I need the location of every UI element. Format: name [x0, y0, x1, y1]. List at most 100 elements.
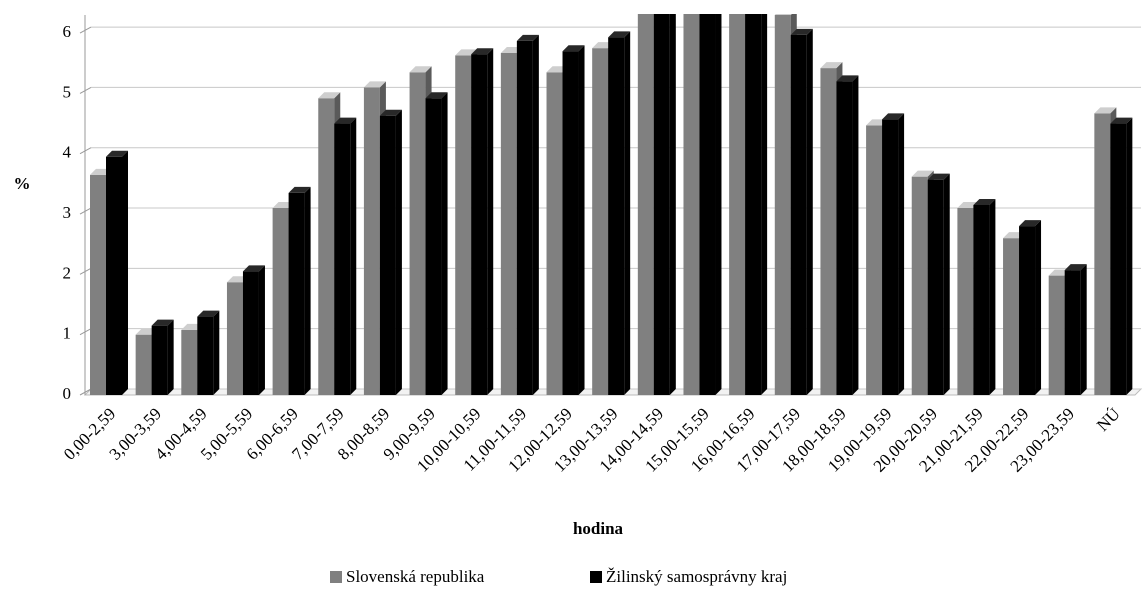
bar	[820, 68, 837, 395]
bar-top	[471, 48, 494, 55]
bar	[546, 72, 563, 396]
bar	[151, 325, 168, 395]
bar-side	[624, 31, 631, 395]
bar-top	[288, 186, 311, 193]
bar	[288, 192, 305, 395]
bar	[957, 208, 974, 395]
bar	[226, 282, 243, 395]
bar	[729, 14, 746, 395]
bar	[637, 14, 654, 396]
bar-side	[898, 113, 905, 395]
bar-top	[1064, 264, 1087, 271]
bar-top	[927, 173, 950, 180]
bar	[272, 208, 289, 395]
bar-top	[836, 75, 859, 82]
bar	[1019, 226, 1036, 395]
bar	[1048, 275, 1065, 395]
x-tick-label: NÚ	[1093, 404, 1124, 435]
tick-mark	[79, 267, 92, 275]
bar-side	[532, 34, 539, 395]
bar	[683, 14, 700, 396]
tick-mark	[79, 388, 92, 396]
y-tick-label: 3	[63, 203, 72, 222]
bar-top	[1019, 220, 1042, 227]
bar-top	[425, 92, 448, 99]
bar	[774, 15, 791, 395]
bar-top	[151, 319, 174, 326]
bar	[882, 119, 899, 395]
bar	[455, 55, 472, 396]
bar-side	[122, 150, 128, 395]
bar	[836, 81, 853, 395]
bar-side	[167, 319, 174, 395]
tick-mark	[79, 86, 92, 94]
bar-side	[258, 265, 265, 395]
bar-top	[911, 170, 934, 177]
bar-side	[806, 28, 813, 396]
bar-top	[973, 199, 996, 205]
bar-side	[852, 75, 859, 395]
bar	[500, 53, 517, 395]
y-tick-label: 4	[63, 143, 72, 162]
bar-side	[350, 117, 357, 396]
bar-top	[1110, 117, 1133, 124]
bar-top	[790, 28, 813, 35]
bar	[90, 174, 106, 395]
bar-side	[761, 14, 768, 395]
tick-mark	[79, 207, 92, 215]
bar-top	[608, 31, 631, 38]
bar	[927, 179, 944, 395]
bar-top	[1094, 107, 1117, 114]
bar	[1094, 113, 1111, 396]
bar-top	[516, 34, 539, 41]
plot-area	[90, 14, 1133, 396]
bar-top	[363, 81, 386, 88]
tick-mark	[79, 26, 92, 34]
x-axis-title: hodina	[573, 519, 624, 538]
bar	[653, 14, 670, 395]
bar	[608, 37, 625, 396]
bar	[334, 123, 351, 396]
bar-top	[318, 92, 341, 99]
bar	[1064, 270, 1081, 395]
bar-top	[409, 66, 432, 73]
bar-top	[106, 150, 128, 157]
bar-side	[213, 310, 220, 395]
y-tick-label: 5	[63, 82, 72, 101]
bar-top	[334, 117, 357, 124]
bar	[562, 51, 579, 395]
bar-top	[379, 109, 402, 116]
bar	[973, 205, 990, 395]
bar	[745, 14, 762, 396]
bar-side	[943, 173, 950, 395]
bar-top	[774, 14, 792, 15]
bar	[379, 115, 396, 395]
tick-mark	[79, 328, 92, 336]
bar-top	[882, 113, 905, 120]
bar-top	[562, 45, 585, 52]
bar-side	[487, 48, 494, 395]
bar	[425, 98, 442, 395]
legend-label: Žilinský samosprávny kraj	[606, 567, 787, 586]
bar-side	[578, 45, 585, 395]
bar	[790, 34, 807, 396]
bar	[471, 54, 488, 395]
bar	[318, 98, 335, 395]
legend-swatch	[330, 571, 342, 583]
bar	[516, 40, 533, 395]
bar-side	[1126, 117, 1133, 396]
y-tick-label: 0	[63, 384, 72, 403]
y-tick-label: 2	[63, 263, 72, 282]
bar	[866, 125, 883, 395]
legend-swatch	[590, 571, 602, 583]
bar	[592, 48, 609, 396]
bar	[1003, 238, 1020, 395]
bar	[409, 72, 426, 396]
bar-top	[197, 310, 220, 317]
bar	[197, 316, 214, 395]
bar	[911, 176, 928, 395]
y-tick-label: 6	[63, 22, 72, 41]
bar-side	[669, 14, 676, 395]
